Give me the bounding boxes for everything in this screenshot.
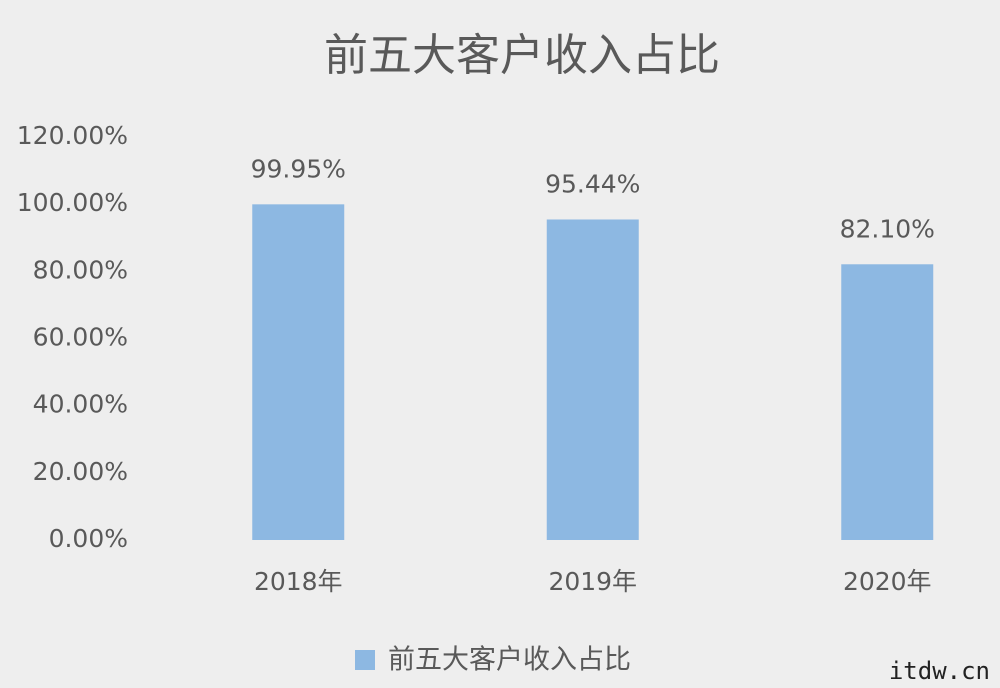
- legend-swatch: [355, 650, 375, 670]
- bar: [841, 264, 934, 540]
- y-tick-label: 0.00%: [49, 524, 128, 553]
- y-tick-label: 120.00%: [17, 121, 128, 150]
- value-label: 82.10%: [840, 214, 935, 243]
- y-tick-label: 80.00%: [33, 255, 128, 284]
- value-label: 95.44%: [545, 169, 640, 198]
- bar: [546, 219, 639, 541]
- y-tick-label: 20.00%: [33, 457, 128, 486]
- value-label: 99.95%: [251, 154, 346, 183]
- watermark: itdw.cn: [889, 657, 990, 685]
- chart-title: 前五大客户收入占比: [324, 30, 720, 81]
- y-tick-label: 40.00%: [33, 390, 128, 419]
- y-tick-label: 100.00%: [17, 188, 128, 217]
- x-tick-label: 2020年: [843, 567, 932, 596]
- x-tick-label: 2018年: [254, 567, 343, 596]
- y-tick-label: 60.00%: [33, 323, 128, 352]
- bar: [252, 204, 345, 540]
- legend-label: 前五大客户收入占比: [388, 645, 631, 676]
- x-tick-label: 2019年: [548, 567, 637, 596]
